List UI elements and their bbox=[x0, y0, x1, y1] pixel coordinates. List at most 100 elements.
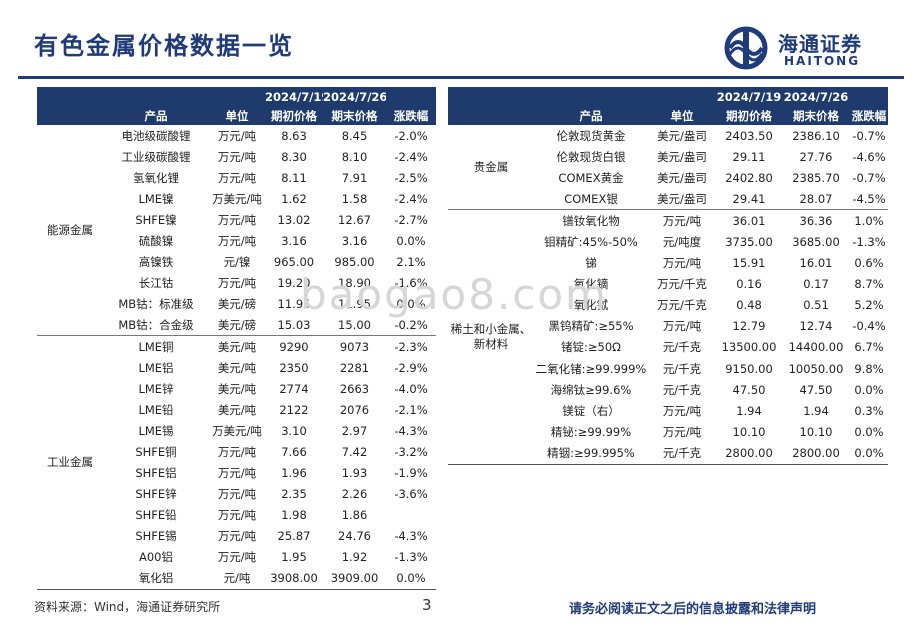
product-cell: 锑 bbox=[585, 255, 597, 270]
unit-cell: 美元/吨 bbox=[217, 381, 257, 396]
change-cell: 0.0% bbox=[854, 382, 884, 397]
product-cell: MB钴：标准级 bbox=[118, 297, 194, 312]
table-row: 伦敦现货白银 美元/盎司 29.11 27.76 -4.6% bbox=[448, 146, 888, 167]
right-col-change: 涨跌幅 bbox=[850, 106, 888, 125]
category-cell: 贵金属 bbox=[473, 159, 509, 174]
change-cell: 9.8% bbox=[854, 361, 884, 376]
change-cell: 0.0% bbox=[854, 425, 884, 440]
product-cell: 高镍铁 bbox=[138, 255, 174, 270]
table-row: MB钴：合金级 美元/磅 15.03 15.00 -0.2% bbox=[37, 315, 436, 336]
unit-cell: 万元/吨 bbox=[217, 276, 257, 291]
change-cell: 0.0% bbox=[854, 446, 884, 461]
table-row: SHFE镍 万元/吨 13.02 12.67 -2.7% bbox=[37, 209, 436, 230]
unit-cell: 万元/吨 bbox=[662, 425, 702, 440]
table-row: 工业金属 LME铜 美元/吨 9290 9073 -2.3% bbox=[37, 335, 436, 590]
table-row: 镁锭（右） 万元/吨 1.94 1.94 0.3% bbox=[448, 400, 888, 421]
unit-cell: 元/千克 bbox=[662, 361, 702, 376]
product-cell: 氢氧化锂 bbox=[133, 170, 179, 185]
product-cell: 硫酸镍 bbox=[138, 234, 174, 249]
left-col-end: 期末价格 bbox=[323, 106, 386, 125]
change-cell: -4.5% bbox=[852, 191, 886, 206]
start-price-cell: 29.11 bbox=[732, 149, 766, 164]
unit-cell: 美元/磅 bbox=[217, 297, 257, 312]
change-cell: -1.6% bbox=[394, 276, 428, 291]
unit-cell: 美元/吨 bbox=[209, 335, 265, 358]
table-row: 工业级碳酸锂 万元/吨 8.30 8.10 -2.4% bbox=[37, 146, 436, 167]
end-price-cell: 1.86 bbox=[341, 508, 368, 523]
product-cell: SHFE铅 bbox=[135, 508, 177, 523]
start-price-cell: 47.50 bbox=[732, 382, 766, 397]
product-cell: LME铝 bbox=[138, 360, 174, 375]
unit-cell: 万元/千克 bbox=[657, 276, 707, 291]
table-row: SHFE锌 万元/吨 2.35 2.26 -3.6% bbox=[37, 484, 436, 505]
unit-cell: 万元/吨 bbox=[217, 234, 257, 249]
product-cell: 镨钕氧化物 bbox=[534, 209, 648, 231]
table-row: SHFE铝 万元/吨 1.96 1.93 -1.9% bbox=[37, 463, 436, 484]
unit-cell: 万元/吨 bbox=[662, 404, 702, 419]
unit-cell: 万元/千克 bbox=[657, 298, 707, 313]
unit-cell: 元/镍 bbox=[223, 255, 251, 270]
unit-cell: 美元/磅 bbox=[217, 318, 257, 333]
table-row: COMEX黄金 美元/盎司 2402.80 2385.70 -0.7% bbox=[448, 167, 888, 188]
unit-cell: 元/吨 bbox=[223, 571, 251, 586]
table-row: SHFE铅 万元/吨 1.98 1.86 bbox=[37, 505, 436, 526]
start-price-cell: 1.95 bbox=[281, 550, 307, 565]
left-date-header-row: 2024/7/19 2024/7/26 bbox=[37, 87, 436, 106]
start-price-cell: 1.98 bbox=[281, 508, 307, 523]
end-price-cell: 12.67 bbox=[338, 212, 371, 227]
unit-cell: 万元/吨 bbox=[648, 209, 716, 231]
product-cell: 氧化铽 bbox=[573, 298, 609, 313]
source-note: 资料来源：Wind，海通证券研究所 bbox=[34, 600, 221, 614]
end-price-cell: 27.76 bbox=[799, 149, 833, 164]
change-cell: -2.4% bbox=[394, 149, 428, 164]
change-cell: -4.0% bbox=[394, 381, 428, 396]
product-cell: 黑钨精矿:≥55% bbox=[548, 319, 634, 334]
start-price-cell: 15.91 bbox=[732, 255, 766, 270]
unit-cell: 万元/吨 bbox=[217, 149, 257, 164]
right-col-end: 期末价格 bbox=[782, 106, 850, 125]
start-price-cell: 8.63 bbox=[281, 128, 307, 143]
start-price-cell: 10.10 bbox=[732, 425, 766, 440]
title-rule bbox=[18, 76, 904, 79]
end-price-cell: 2.26 bbox=[341, 487, 368, 502]
end-price-cell: 2386.10 bbox=[792, 128, 840, 143]
right-col-product: 产品 bbox=[534, 106, 648, 125]
table-row: SHFE铜 万元/吨 7.66 7.42 -3.2% bbox=[37, 441, 436, 462]
change-cell: -2.7% bbox=[394, 212, 428, 227]
left-col-start: 期初价格 bbox=[265, 106, 323, 125]
change-cell: 0.0% bbox=[396, 571, 426, 586]
product-cell: 氧化镝 bbox=[573, 276, 609, 291]
start-price-cell: 29.41 bbox=[732, 191, 766, 206]
page-title: 有色金属价格数据一览 bbox=[34, 32, 294, 60]
table-row: 锗锭:≥50Ω 元/千克 13500.00 14400.00 6.7% bbox=[448, 337, 888, 358]
product-cell: 伦敦现货黄金 bbox=[556, 128, 626, 143]
category-cell: 能源金属 bbox=[47, 222, 93, 237]
table-row: 长江钴 万元/吨 19.20 18.90 -1.6% bbox=[37, 273, 436, 294]
end-price-cell: 2385.70 bbox=[792, 170, 840, 185]
change-cell: -4.6% bbox=[852, 149, 886, 164]
unit-cell: 美元/盎司 bbox=[657, 170, 707, 185]
change-cell: -2.3% bbox=[386, 335, 436, 358]
change-cell: -0.7% bbox=[852, 128, 886, 143]
table-row: 黑钨精矿:≥55% 万元/吨 12.79 12.74 -0.4% bbox=[448, 316, 888, 337]
start-price-cell: 7.66 bbox=[281, 444, 307, 459]
end-price-cell: 7.91 bbox=[341, 170, 368, 185]
change-cell: 8.7% bbox=[854, 276, 884, 291]
table-row: 二氧化锗:≥99.999% 元/千克 9150.00 10050.00 9.8% bbox=[448, 358, 888, 379]
end-price-cell: 8.10 bbox=[341, 149, 368, 164]
start-price-cell: 1.94 bbox=[736, 404, 762, 419]
end-price-cell: 36.36 bbox=[782, 209, 850, 231]
end-price-cell: 47.50 bbox=[799, 382, 833, 397]
end-price-cell: 24.76 bbox=[338, 529, 371, 544]
table-row: MB钴：标准级 美元/磅 11.95 11.95 0.0% bbox=[37, 294, 436, 315]
product-cell: SHFE铝 bbox=[135, 466, 177, 481]
start-price-cell: 2122 bbox=[279, 402, 309, 417]
logo-cn-text: 海通证券 bbox=[778, 32, 862, 56]
start-price-cell: 2800.00 bbox=[725, 446, 773, 461]
unit-cell: 美元/盎司 bbox=[657, 191, 707, 206]
table-row: 氧化铝 元/吨 3908.00 3909.00 0.0% bbox=[37, 568, 436, 589]
change-cell: -2.4% bbox=[394, 191, 428, 206]
start-price-cell: 3.10 bbox=[281, 423, 307, 438]
product-cell: 锗锭:≥50Ω bbox=[561, 340, 621, 355]
category-cell: 稀土和小金属、新材料 bbox=[448, 209, 534, 464]
